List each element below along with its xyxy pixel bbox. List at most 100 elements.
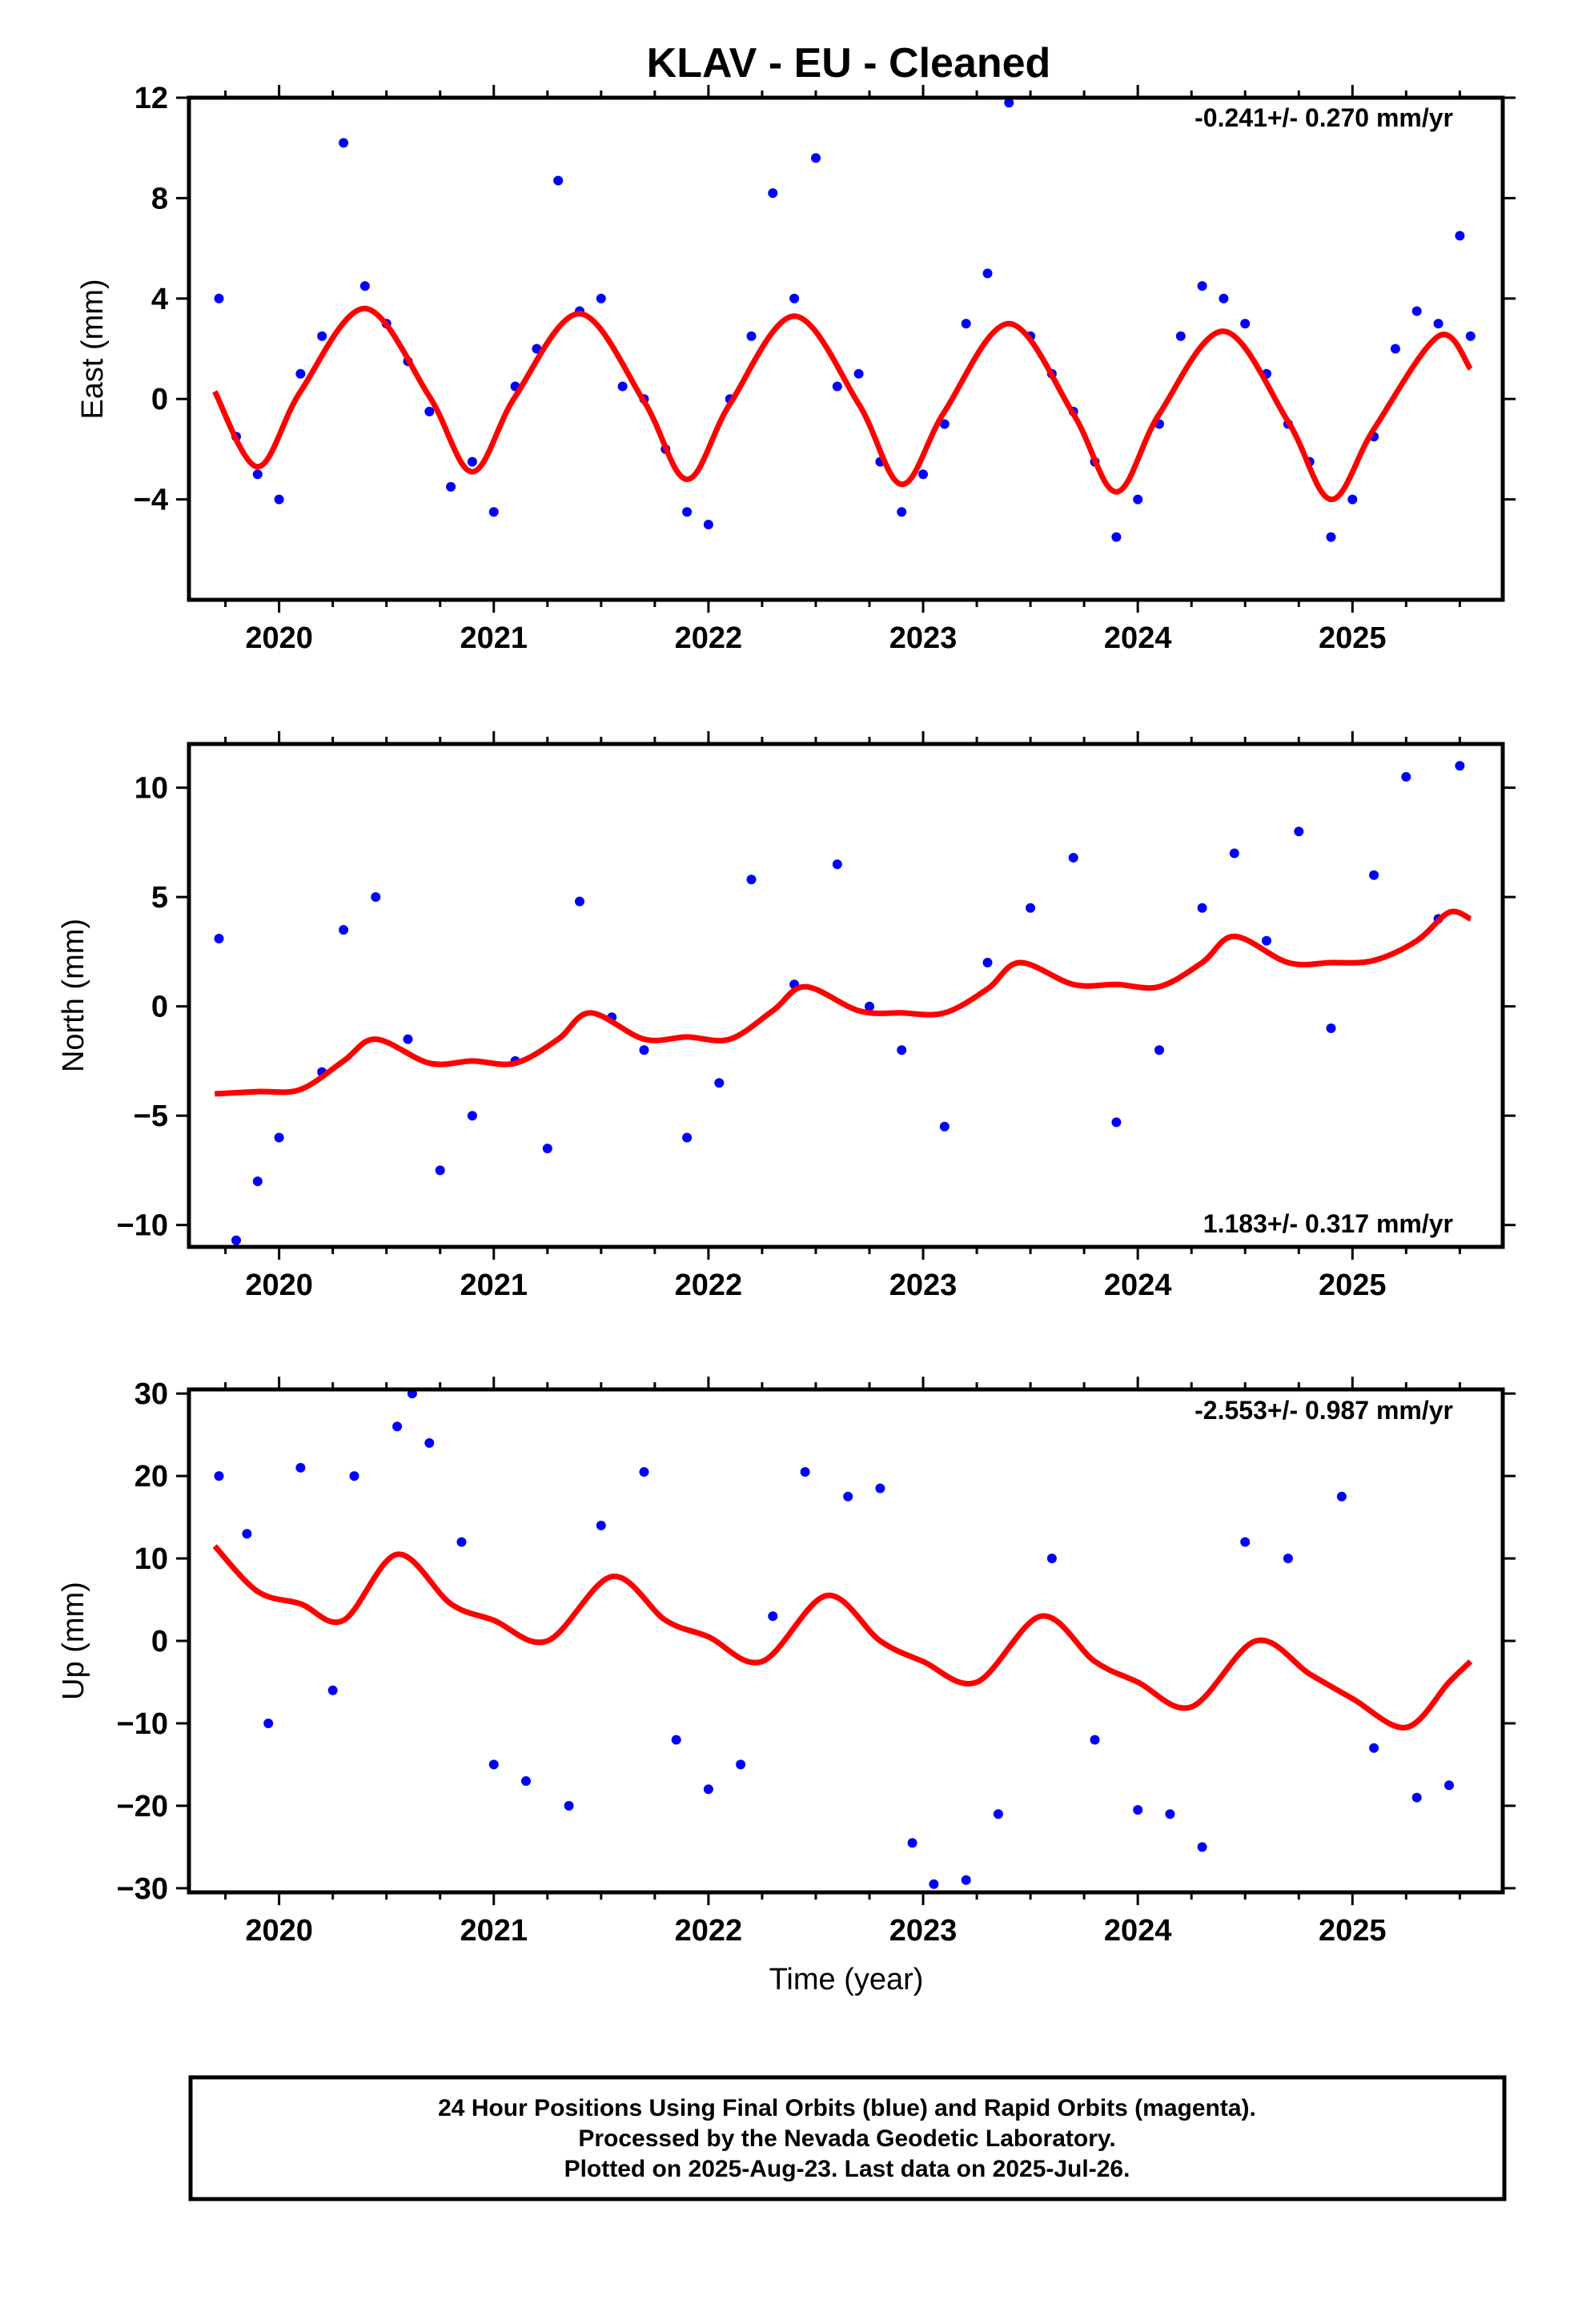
east-data-point (317, 331, 327, 341)
north-y-tick-label: −10 (117, 1209, 168, 1243)
up-rate-annotation: -2.553+/- 0.987 mm/yr (1195, 1396, 1453, 1425)
up-data-point (1133, 1805, 1143, 1815)
up-data-point (488, 1759, 499, 1770)
east-data-point (295, 368, 306, 379)
up-data-point (521, 1776, 531, 1786)
east-data-point (746, 331, 757, 341)
north-data-point (1154, 1045, 1164, 1055)
east-x-tick-label: 2020 (245, 621, 313, 655)
east-panel: 2020 2021 2022 2023 2024 2025 −4 0 4 8 12 East (mm… (76, 82, 1516, 655)
east-data-point (467, 456, 477, 467)
north-data-point (371, 892, 381, 903)
north-fit-line (215, 908, 1472, 1097)
east-x-tick-label: 2025 (1319, 621, 1387, 655)
up-data-point (295, 1462, 306, 1473)
east-data-point (1455, 231, 1465, 241)
north-data-point (982, 958, 993, 967)
east-data-point (617, 381, 628, 392)
up-ticks: 2020 2021 2022 2023 2024 2025 −30 −20 −10 0 10 20 30 (117, 1377, 1516, 1948)
up-y-tick-label: 10 (135, 1542, 168, 1576)
up-panel: 2020 2021 2022 2023 2024 2025 −30 −20 −10 0 10 20 30… (57, 1377, 1516, 1948)
up-data-point (392, 1421, 403, 1432)
footer-line-3: Plotted on 2025-Aug-23. Last data on 202… (564, 2156, 1130, 2182)
east-data-point (682, 507, 693, 517)
north-plot-frame (187, 742, 1505, 1249)
east-y-tick-label: −4 (134, 484, 168, 517)
up-y-tick-label: 20 (135, 1460, 168, 1494)
up-y-tick-label: 0 (151, 1625, 168, 1659)
north-fit (215, 908, 1472, 1097)
north-data-point (542, 1144, 552, 1154)
up-x-tick-label: 2025 (1319, 1914, 1387, 1948)
east-data-point (1197, 281, 1207, 292)
up-data-point (1165, 1809, 1175, 1819)
up-data-point (1197, 1842, 1207, 1852)
east-data-point (961, 319, 971, 329)
east-x-tick-label: 2024 (1104, 621, 1172, 655)
north-data-point (682, 1132, 693, 1143)
up-data-point (875, 1483, 885, 1494)
east-fit (212, 305, 1473, 503)
east-data-point (1133, 494, 1143, 505)
east-data-point (1111, 532, 1122, 542)
north-data-point (467, 1111, 477, 1121)
up-data-point (1240, 1537, 1251, 1547)
east-data-point (811, 153, 821, 163)
east-data-point (897, 507, 907, 517)
north-ticks: 2020 2021 2022 2023 2024 2025 −10 −5 0 5 10 (117, 731, 1516, 1302)
north-data-point (1455, 761, 1465, 771)
north-y-axis-label: North (mm) (57, 919, 90, 1072)
up-data-point (456, 1537, 467, 1547)
east-data-point (982, 268, 993, 279)
north-data-point (403, 1034, 413, 1044)
up-x-tick-label: 2023 (889, 1914, 958, 1948)
east-data-point (939, 419, 950, 429)
up-data-point (327, 1685, 338, 1695)
up-fit (212, 1544, 1473, 1731)
east-rate-annotation: -0.241+/- 0.270 mm/yr (1195, 103, 1453, 132)
east-x-tick-label: 2022 (675, 621, 743, 655)
north-data-point (1197, 903, 1207, 913)
east-data-point (1411, 306, 1422, 316)
north-data-point (252, 1176, 263, 1187)
east-data-point (832, 381, 842, 392)
north-x-tick-label: 2023 (889, 1269, 958, 1302)
east-ticks: 2020 2021 2022 2023 2024 2025 −4 0 4 8 12 (134, 82, 1516, 655)
north-data-point (1294, 826, 1304, 837)
up-data-point (1336, 1491, 1347, 1502)
north-x-tick-label: 2024 (1104, 1269, 1172, 1302)
up-data-point (214, 1471, 224, 1482)
east-data-point (703, 520, 713, 529)
east-y-tick-label: 4 (151, 283, 168, 316)
east-plot-frame (187, 95, 1505, 602)
north-x-tick-label: 2022 (675, 1269, 743, 1302)
north-data-point (339, 925, 349, 935)
north-data-point (1026, 903, 1036, 913)
footer-frame (188, 2075, 1507, 2201)
up-data-point (768, 1611, 778, 1622)
north-y-tick-label: 10 (135, 772, 168, 806)
east-data-point (1433, 319, 1443, 329)
east-data-point (596, 293, 606, 304)
up-data-point (242, 1529, 252, 1539)
up-y-tick-label: −20 (117, 1790, 168, 1823)
east-data-point (789, 293, 800, 304)
east-data-point (446, 481, 456, 492)
up-fit-line (212, 1544, 1473, 1731)
up-data-point (639, 1467, 649, 1477)
east-data-point (488, 507, 499, 517)
up-data-point (961, 1875, 971, 1885)
up-data-point (993, 1809, 1003, 1819)
up-data-point (564, 1800, 574, 1811)
east-y-tick-label: 12 (135, 82, 168, 115)
north-data-point (575, 896, 584, 907)
east-x-tick-label: 2023 (889, 621, 958, 655)
north-data-point (435, 1165, 445, 1176)
north-data-point (746, 875, 757, 885)
north-data-point (832, 859, 842, 870)
up-x-tick-label: 2020 (245, 1914, 313, 1948)
north-data-point (1111, 1117, 1122, 1128)
up-data-point (349, 1471, 359, 1482)
up-data-point (1411, 1792, 1422, 1803)
north-data-point (714, 1078, 725, 1088)
